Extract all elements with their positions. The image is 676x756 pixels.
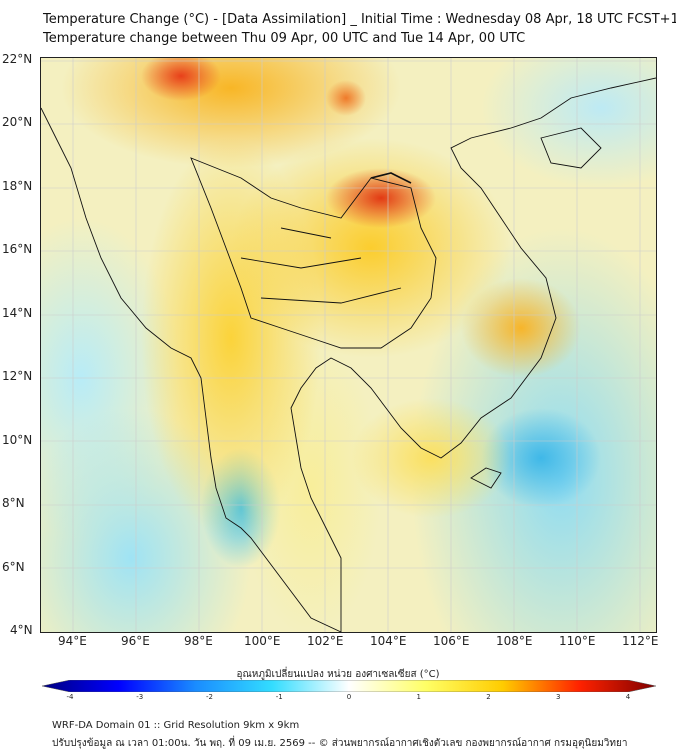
lon-label: 106°E xyxy=(433,634,470,648)
lat-label: 14°N xyxy=(2,306,33,320)
gridlines xyxy=(41,58,656,632)
colorbar-tick: 2 xyxy=(486,693,491,701)
colorbar-tick: 3 xyxy=(556,693,561,701)
lat-label: 22°N xyxy=(2,52,33,66)
colorbar xyxy=(42,680,656,692)
lon-label: 110°E xyxy=(559,634,596,648)
lat-label: 10°N xyxy=(2,433,33,447)
colorbar-tick: 4 xyxy=(625,693,631,701)
colorbar-tick: -4 xyxy=(66,693,74,701)
footer-model-info: WRF-DA Domain 01 :: Grid Resolution 9km … xyxy=(52,720,300,731)
chart-subtitle: Temperature change between Thu 09 Apr, 0… xyxy=(43,31,526,46)
lon-label: 98°E xyxy=(184,634,213,648)
lon-label: 96°E xyxy=(121,634,150,648)
colorbar-tick: 1 xyxy=(416,693,421,701)
colorbar-tick: 0 xyxy=(346,693,352,701)
lat-label: 18°N xyxy=(2,179,33,193)
chart-title: Temperature Change (°C) - [Data Assimila… xyxy=(43,12,676,27)
colorbar-tick: -3 xyxy=(136,693,144,701)
lat-label: 20°N xyxy=(2,115,33,129)
lat-label: 6°N xyxy=(2,560,25,574)
coastlines-borders xyxy=(41,77,656,632)
footer-credit: ปรับปรุงข้อมูล ณ เวลา 01:00น. วัน พฤ. ที… xyxy=(52,738,628,749)
temperature-change-map xyxy=(40,57,657,633)
colorbar-title: อุณหภูมิเปลี่ยนแปลง หน่วย องศาเซลเซียส (… xyxy=(236,669,440,680)
map-overlay xyxy=(41,58,656,632)
lat-label: 4°N xyxy=(10,623,33,637)
lon-label: 100°E xyxy=(244,634,281,648)
lon-label: 94°E xyxy=(58,634,87,648)
lon-label: 102°E xyxy=(307,634,344,648)
lon-label: 108°E xyxy=(496,634,533,648)
lat-label: 12°N xyxy=(2,369,33,383)
lat-label: 16°N xyxy=(2,242,33,256)
colorbar-tick: -1 xyxy=(275,693,283,701)
lat-label: 8°N xyxy=(2,496,25,510)
lon-label: 112°E xyxy=(622,634,659,648)
lon-label: 104°E xyxy=(370,634,407,648)
colorbar-tick: -2 xyxy=(206,693,213,701)
